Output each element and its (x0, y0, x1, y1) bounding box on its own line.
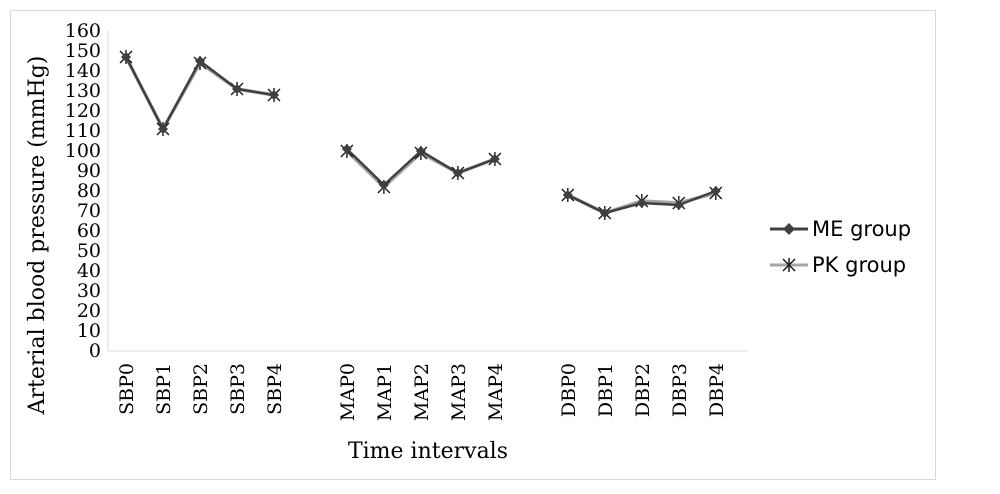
x-tick-label: DBP1 (595, 363, 617, 417)
y-tick-label: 130 (65, 80, 101, 102)
x-tick-label: MAP4 (485, 363, 507, 421)
data-point (562, 190, 573, 200)
data-point (710, 186, 721, 196)
y-tick-label: 50 (77, 240, 101, 262)
data-point (341, 144, 352, 154)
legend: ME group PK group (770, 217, 911, 277)
x-tick-label: MAP3 (448, 363, 470, 421)
x-tick-label: SBP0 (116, 363, 138, 415)
data-point (452, 168, 463, 178)
x-tick-label: MAP0 (337, 363, 359, 421)
x-tick-label: SBP2 (190, 363, 212, 415)
x-tick-label: DBP3 (669, 363, 691, 417)
data-point (415, 146, 426, 156)
series-layer (119, 50, 723, 220)
series-me-group (121, 52, 721, 218)
data-point (599, 208, 610, 218)
x-axis-label: Time intervals (348, 439, 508, 464)
data-point (489, 154, 500, 164)
y-tick-label: 110 (65, 120, 101, 142)
y-tick-label: 160 (65, 20, 101, 42)
chart-frame (10, 10, 936, 480)
x-tick-label: SBP3 (227, 363, 249, 415)
x-tick-label: SBP1 (153, 363, 175, 415)
x-tick-label: DBP0 (558, 363, 580, 417)
legend-item-me: ME group (770, 217, 911, 241)
y-tick-label: 0 (89, 340, 101, 362)
y-tick-label: 150 (65, 40, 101, 62)
y-tick-label: 10 (77, 320, 101, 342)
data-point (158, 124, 168, 134)
data-point (269, 90, 279, 100)
y-tick-label: 70 (77, 200, 101, 222)
y-tick-label: 40 (77, 260, 101, 282)
y-tick-label: 30 (77, 280, 101, 302)
y-tick-label: 20 (77, 300, 101, 322)
legend-label-me: ME group (812, 217, 911, 241)
data-point (121, 52, 131, 62)
data-point (195, 56, 205, 66)
x-tick-label: DBP4 (706, 363, 728, 417)
x-tick-label: MAP2 (411, 363, 433, 421)
data-point (636, 198, 647, 208)
y-tick-label: 120 (65, 100, 101, 122)
x-axis: SBP0 SBP1 SBP2 SBP3 SBP4 MAP0 MAP1 MAP2 MAP3 MAP4… (108, 350, 748, 421)
x-tick-label: DBP2 (632, 363, 654, 417)
y-tick-label: 80 (77, 180, 101, 202)
x-tick-label: SBP4 (264, 363, 286, 415)
y-tick-label: 60 (77, 220, 101, 242)
x-tick-label: MAP1 (374, 363, 396, 421)
legend-label-pk: PK group (812, 253, 906, 277)
y-tick-label: 100 (65, 140, 101, 162)
legend-item-pk: PK group (770, 253, 906, 277)
series-pk-group (119, 50, 723, 220)
data-point (378, 180, 389, 190)
y-tick-label: 90 (77, 160, 101, 182)
data-point (232, 84, 242, 94)
y-axis-label: Arterial blood pressure (mmHg) (25, 56, 50, 416)
y-tick-label: 140 (65, 60, 101, 82)
data-point (673, 200, 684, 210)
